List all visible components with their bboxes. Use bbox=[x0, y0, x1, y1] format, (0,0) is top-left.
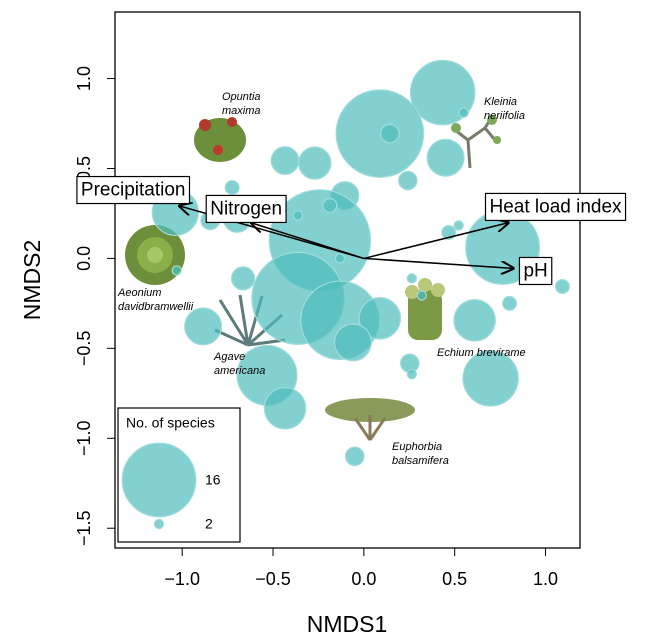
vector-label: Heat load index bbox=[490, 196, 623, 217]
plant-illustration bbox=[194, 117, 246, 162]
species-annotation: Kleinia bbox=[484, 96, 517, 108]
vector-label: pH bbox=[523, 261, 547, 282]
bubble bbox=[298, 146, 332, 180]
x-tick-label: 1.0 bbox=[533, 569, 558, 589]
x-tick-label: −1.0 bbox=[164, 569, 200, 589]
species-annotation: balsamifera bbox=[392, 455, 449, 467]
bubble bbox=[358, 297, 402, 340]
vector-arrow bbox=[250, 222, 365, 260]
bubble bbox=[406, 273, 418, 284]
x-axis-label: NMDS1 bbox=[307, 611, 388, 637]
species-annotation: Aeonium bbox=[117, 287, 161, 299]
x-tick-label: 0.5 bbox=[442, 569, 467, 589]
y-tick-label: −1.5 bbox=[74, 510, 94, 546]
bubble bbox=[270, 146, 300, 175]
bubble bbox=[409, 59, 476, 126]
species-annotation: neriifolia bbox=[484, 110, 525, 122]
x-tick-label: −0.5 bbox=[255, 569, 291, 589]
bubble bbox=[453, 298, 496, 342]
plant-illustration bbox=[125, 225, 185, 285]
y-tick-label: −1.0 bbox=[74, 421, 94, 457]
y-tick-label: 0.5 bbox=[74, 156, 94, 181]
bubble bbox=[453, 220, 464, 231]
bubble bbox=[406, 369, 418, 380]
vector-label-box bbox=[205, 194, 287, 224]
vector-label-box bbox=[518, 256, 553, 286]
plot-frame bbox=[114, 11, 581, 549]
species-annotation: americana bbox=[214, 365, 265, 377]
bubble bbox=[334, 253, 346, 264]
plant-illustrations bbox=[125, 115, 501, 441]
y-tick-label: 1.0 bbox=[74, 66, 94, 91]
bubble bbox=[230, 266, 256, 291]
legend-bubble bbox=[121, 442, 197, 518]
bubble bbox=[462, 350, 519, 407]
bubble bbox=[171, 265, 182, 276]
plant-illustration bbox=[451, 115, 501, 169]
vector-label: Nitrogen bbox=[210, 198, 282, 219]
species-annotation: Agave bbox=[213, 351, 245, 363]
species-annotation: davidbramwellii bbox=[118, 301, 194, 313]
bubble bbox=[398, 170, 418, 191]
bubble bbox=[263, 386, 307, 430]
legend-label: 2 bbox=[205, 516, 213, 532]
species-annotation: maxima bbox=[222, 105, 261, 117]
species-annotation: Euphorbia bbox=[392, 441, 442, 453]
bubble bbox=[344, 446, 365, 467]
vector-arrow bbox=[363, 257, 515, 268]
plant-illustration bbox=[405, 278, 445, 340]
bubble bbox=[458, 107, 469, 118]
y-tick-label: −0.5 bbox=[74, 331, 94, 367]
species-annotation: Opuntia bbox=[222, 91, 261, 103]
bubble bbox=[554, 278, 570, 294]
vector-label: Precipitation bbox=[81, 180, 186, 201]
vector-arrow bbox=[363, 222, 510, 260]
bubble bbox=[416, 290, 427, 301]
bubble bbox=[333, 323, 372, 362]
bubble bbox=[426, 138, 465, 177]
x-tick-label: 0.0 bbox=[351, 569, 376, 589]
bubble bbox=[380, 123, 400, 144]
species-annotation: Echium brevirame bbox=[437, 347, 526, 359]
legend-bubble bbox=[153, 518, 165, 530]
y-axis-label: NMDS2 bbox=[19, 240, 45, 321]
bubble bbox=[502, 295, 518, 311]
bubble bbox=[184, 307, 223, 346]
legend-label: 16 bbox=[205, 472, 221, 488]
vector-label-box bbox=[484, 192, 627, 222]
legend-title: No. of species bbox=[126, 415, 215, 431]
bubble bbox=[335, 89, 425, 178]
y-tick-label: 0.0 bbox=[74, 246, 94, 271]
plant-illustration bbox=[325, 398, 415, 441]
bubble bbox=[224, 180, 240, 196]
bubble bbox=[292, 210, 304, 221]
bubble bbox=[322, 198, 338, 214]
vector-label-box bbox=[76, 175, 191, 205]
